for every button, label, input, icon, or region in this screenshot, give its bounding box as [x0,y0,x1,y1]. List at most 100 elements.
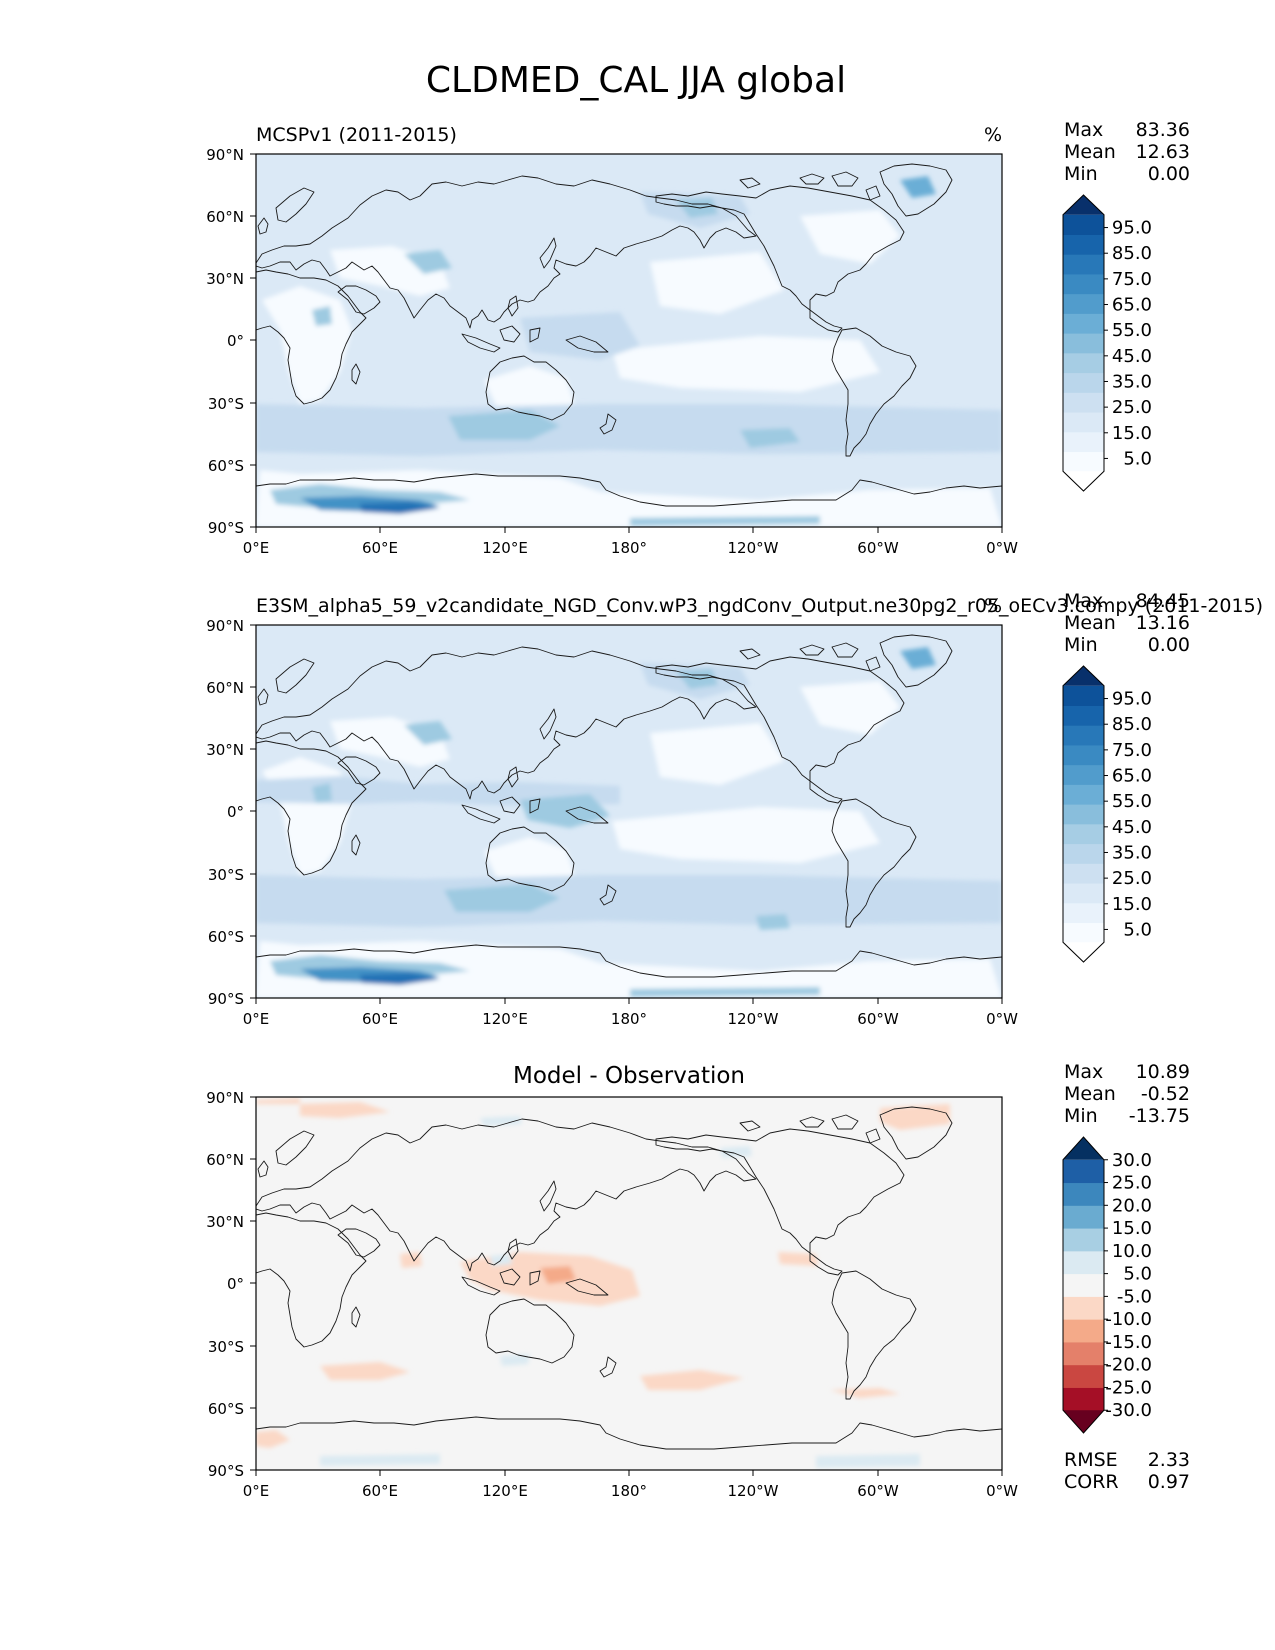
y-tick-label: 30°S [208,866,244,884]
colorbar-segment [1063,764,1104,785]
colorbar-tick-label: 55.0 [1112,791,1152,812]
y-tick-label: 30°N [206,741,244,759]
stat-label: Mean [1064,612,1116,634]
x-tick-label: 0°E [243,539,270,557]
y-tick-label: 90°N [206,617,244,635]
y-tick-label: 90°N [206,146,244,164]
y-tick-label: 60°N [206,679,244,697]
x-axis: 0°E 60°E 120°E 180° 120°W 60°W 0°W [243,998,1018,1028]
colorbar-tick-label: 55.0 [1112,320,1152,341]
metric-value: 0.97 [1148,1471,1190,1493]
x-tick-label: 0°W [986,539,1018,557]
y-tick-label: 60°S [208,1400,244,1418]
stat-value: 12.63 [1136,141,1190,163]
colorbar-tick-label: 25.0 [1112,1173,1152,1194]
colorbar-segment [1063,1228,1104,1252]
colorbar-segment [1063,784,1104,805]
colorbar-segment [1063,1387,1104,1411]
x-tick-label: 60°E [362,1482,398,1500]
colorbar-extend-min [1063,942,1104,962]
stat-value: 0.00 [1148,163,1190,185]
colorbar-segment [1063,1273,1104,1297]
y-tick-label: 0° [227,1275,244,1293]
colorbar-tick-label: 65.0 [1112,766,1152,787]
colorbar-tick-label: 15.0 [1112,894,1152,915]
colorbar-tick-label: 85.0 [1112,243,1152,264]
stats-block: Max 84.45 Mean 13.16 Min 0.00 [1064,590,1190,656]
colorbar-tick-label: 45.0 [1112,346,1152,367]
stat-label: Max [1064,119,1103,141]
colorbar-segment [1063,1319,1104,1343]
colorbar-tick-label: -30.0 [1105,1400,1152,1421]
colorbar-segment [1063,902,1104,924]
colorbar-tick-label: 65.0 [1112,295,1152,316]
x-tick-label: 60°W [857,1482,899,1500]
y-tick-label: 30°S [208,1338,244,1356]
colorbar-segment [1063,685,1104,706]
stat-value: 84.45 [1136,590,1190,612]
x-axis: 0°E 60°E 120°E 180° 120°W 60°W 0°W [243,1470,1018,1500]
colorbar-segment [1063,1159,1104,1184]
x-tick-label: 0°W [986,1010,1018,1028]
colorbar-segment [1063,883,1104,904]
x-tick-label: 60°W [857,1010,899,1028]
y-tick-label: 60°N [206,208,244,226]
colorbar-segment [1063,725,1104,746]
x-tick-label: 120°W [728,1482,779,1500]
y-axis: 90°N 60°N 30°N 0° 30°S 60°S 90°S [206,1089,256,1480]
colorbar-tick-label: 75.0 [1112,740,1152,761]
y-axis: 90°N 60°N 30°N 0° 30°S 60°S 90°S [206,146,256,537]
y-tick-label: 30°N [206,1213,244,1231]
colorbar-outline [1062,194,1105,492]
metrics-block: RMSE 2.33 CORR 0.97 [1064,1449,1190,1493]
stat-value: -13.75 [1129,1105,1190,1127]
colorbar-segment [1063,234,1104,255]
colorbar-segment [1063,412,1104,433]
colorbar-extend-min [1063,471,1104,491]
colorbar-tick-label: -15.0 [1105,1332,1152,1353]
colorbar-segment [1063,823,1104,845]
stat-label: Min [1064,1105,1098,1127]
colorbar-segment [1063,313,1104,334]
colorbar-tick-label: -20.0 [1105,1355,1152,1376]
colorbar-segment [1063,1296,1104,1320]
stat-label: Mean [1064,141,1116,163]
colorbar-segment [1063,843,1104,864]
colorbar-tick-label: 95.0 [1112,689,1152,710]
colorbar-tick-label: 45.0 [1112,817,1152,838]
colorbar-tick-label: -10.0 [1105,1309,1152,1330]
x-tick-label: 60°W [857,539,899,557]
colorbar-segment [1063,744,1104,766]
colorbar-segment [1063,352,1104,374]
metric-label: CORR [1064,1471,1119,1493]
map-field [256,154,1002,527]
colorbar-extend-min [1063,1410,1104,1433]
colorbar-tick-label: 10.0 [1112,1241,1152,1262]
x-tick-label: 0°E [243,1482,270,1500]
colorbar-segment [1063,372,1104,393]
colorbar-tick-label: 5.0 [1123,448,1152,469]
colorbar-tick-label: 35.0 [1112,371,1152,392]
x-tick-label: 120°E [482,1482,528,1500]
stat-label: Min [1064,634,1098,656]
stat-value: 83.36 [1136,119,1190,141]
colorbar-segment [1063,254,1104,275]
y-tick-label: 90°S [208,990,244,1008]
stat-value: -0.52 [1141,1083,1190,1105]
units-label: % [984,595,1002,617]
colorbar-extend-max [1063,1137,1104,1160]
stats-block: Max 83.36 Mean 12.63 Min 0.00 [1064,119,1190,185]
stat-value: 10.89 [1136,1061,1190,1083]
colorbar-tick-label: 5.0 [1123,1264,1152,1285]
colorbar-tick-label: -5.0 [1117,1286,1152,1307]
x-tick-label: 0°W [986,1482,1018,1500]
x-tick-label: 180° [611,1010,647,1028]
panel-model: E3SM_alpha5_59_v2candidate_NGD_Conv.wP3_… [206,590,1263,1028]
colorbar-segment [1063,392,1104,413]
y-tick-label: 0° [227,803,244,821]
y-tick-label: 60°N [206,1151,244,1169]
figure-title: CLDMED_CAL JJA global [426,60,846,101]
x-tick-label: 180° [611,539,647,557]
colorbar-tick-label: 85.0 [1112,714,1152,735]
